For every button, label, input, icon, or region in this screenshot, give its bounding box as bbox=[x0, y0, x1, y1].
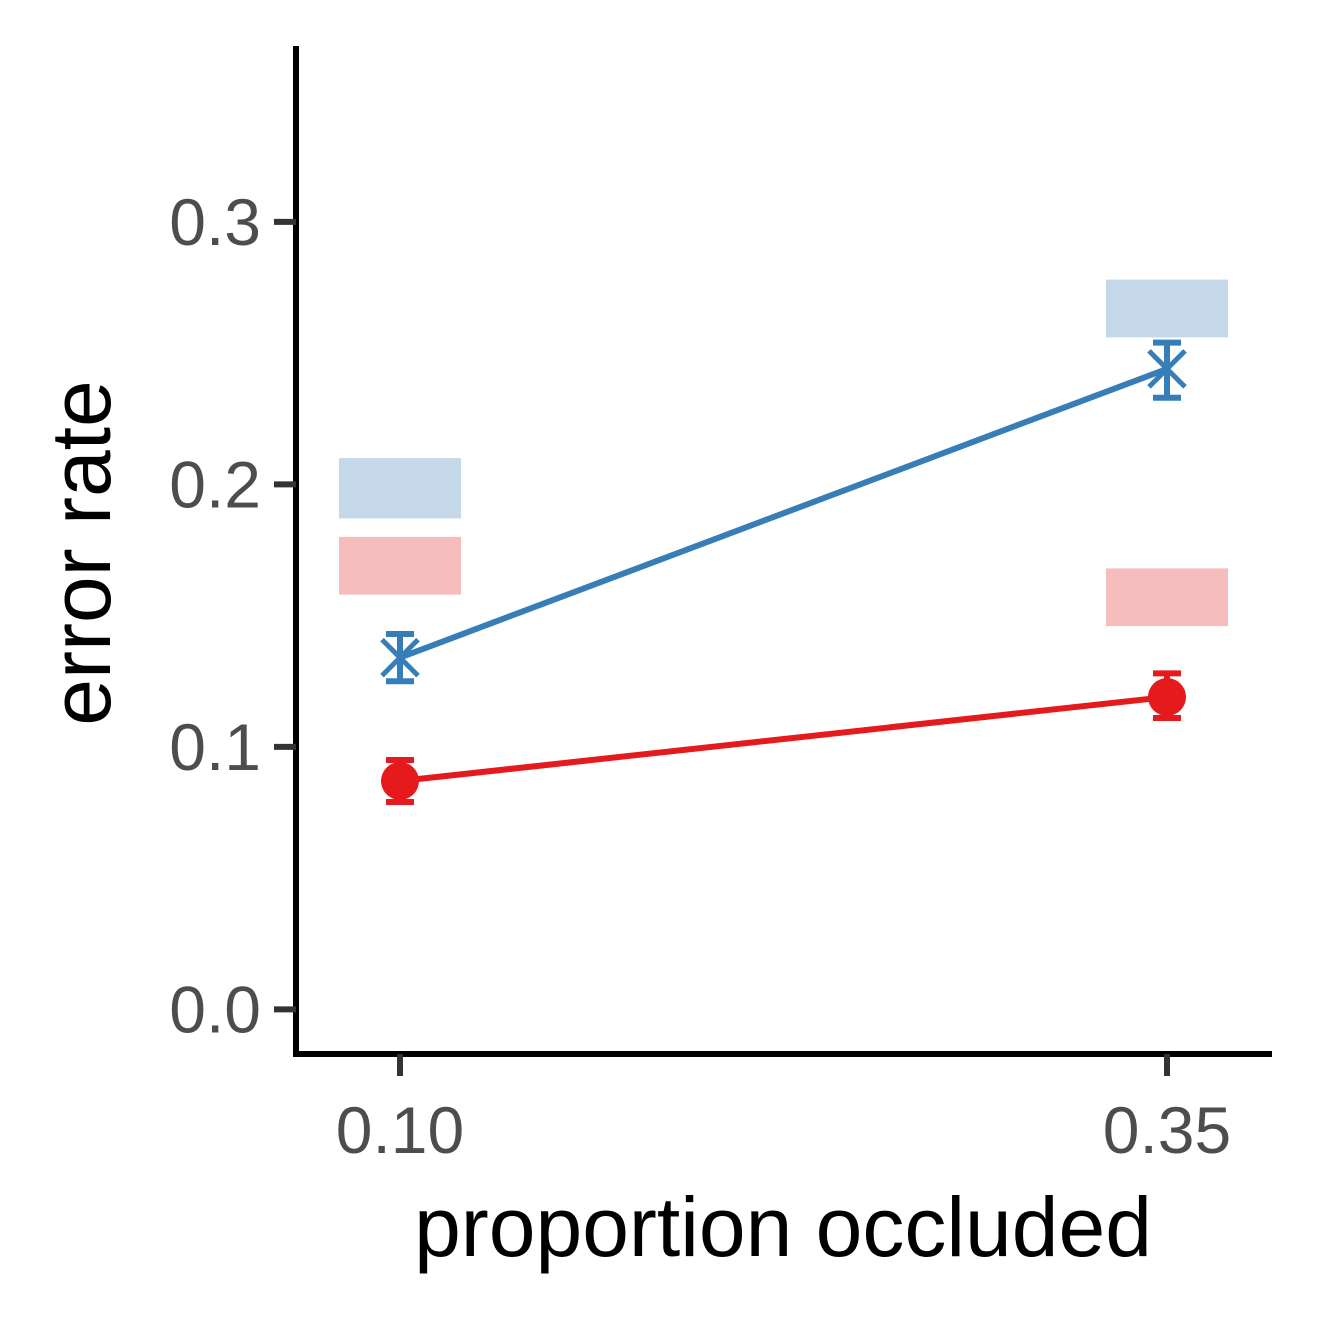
series-line-0 bbox=[398, 366, 1169, 661]
y-tick-label-0: 0.0 bbox=[169, 972, 261, 1046]
band-0-1 bbox=[1106, 279, 1228, 338]
band-0-0 bbox=[339, 458, 461, 519]
x-tick-label-1: 0.35 bbox=[1103, 1093, 1231, 1167]
axes: 0.0 0.1 0.2 0.3 0.10 0.35 bbox=[169, 46, 1272, 1167]
x-axis-title: proportion occluded bbox=[414, 1180, 1152, 1274]
y-tick-label-3: 0.3 bbox=[169, 185, 261, 259]
point-1-1 bbox=[1148, 678, 1186, 716]
series-line-1 bbox=[399, 694, 1168, 784]
point-1-0 bbox=[381, 762, 419, 800]
point-0-0 bbox=[380, 637, 420, 678]
y-axis-title: error rate bbox=[34, 380, 128, 725]
band-1-0 bbox=[339, 536, 461, 595]
interval-bands bbox=[339, 279, 1228, 627]
series-lines bbox=[398, 366, 1169, 784]
y-tick-label-1: 0.1 bbox=[169, 710, 261, 784]
point-0-1 bbox=[1147, 349, 1187, 389]
y-tick-label-2: 0.2 bbox=[169, 447, 261, 521]
x-tick-label-0: 0.10 bbox=[336, 1093, 464, 1167]
data-points bbox=[380, 349, 1187, 800]
band-1-1 bbox=[1106, 568, 1228, 627]
